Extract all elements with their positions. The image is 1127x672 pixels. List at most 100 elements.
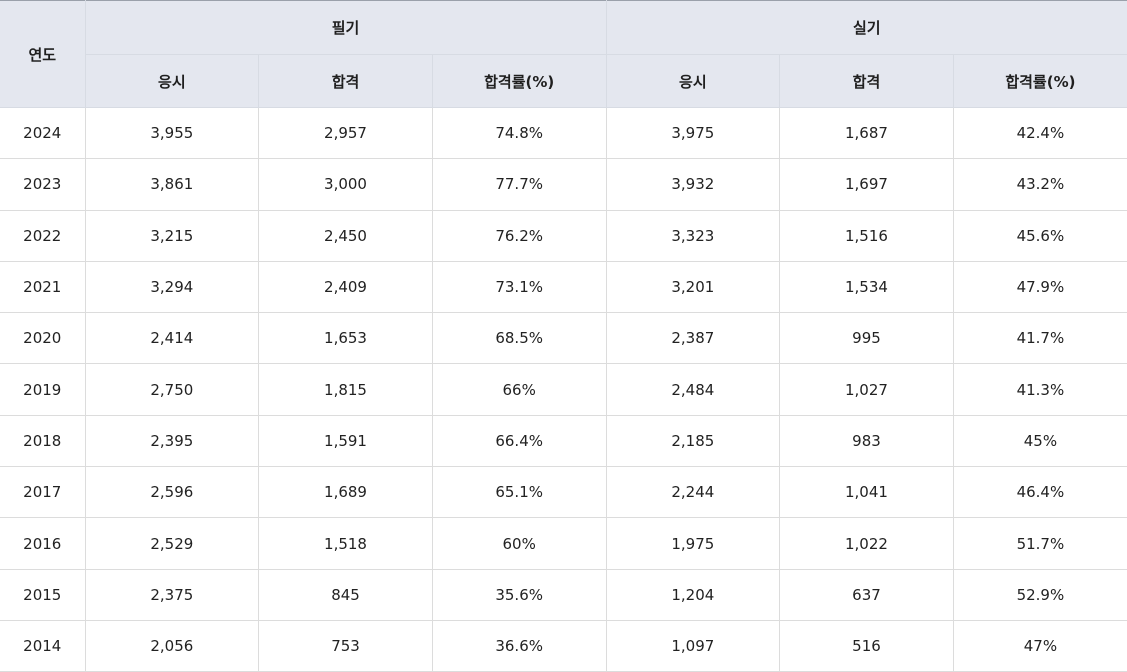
- cell-practical-rate: 46.4%: [953, 466, 1127, 519]
- cell-practical-passed: 983: [779, 415, 954, 468]
- cell-year: 2014: [0, 620, 86, 672]
- cell-practical-passed: 995: [779, 312, 954, 365]
- cell-practical-rate: 47%: [953, 620, 1127, 672]
- cell-written-passed: 1,815: [258, 363, 433, 416]
- table-header: 연도 필기 실기 응시 합격 합격률(%) 응시 합격 합격률(%): [0, 0, 1127, 108]
- cell-written-passed: 753: [258, 620, 433, 672]
- cell-year: 2022: [0, 210, 86, 262]
- table-row: 2015 2,375 845 35.6% 1,204 637 52.9%: [0, 569, 1127, 621]
- table-row: 2022 3,215 2,450 76.2% 3,323 1,516 45.6%: [0, 210, 1127, 262]
- table-row: 2021 3,294 2,409 73.1% 3,201 1,534 47.9%: [0, 261, 1127, 314]
- cell-year: 2021: [0, 261, 86, 314]
- header-written-passed: 합격: [258, 54, 433, 108]
- cell-written-rate: 60%: [432, 517, 607, 570]
- cell-written-passed: 845: [258, 569, 433, 621]
- cell-written-passed: 2,409: [258, 261, 433, 314]
- cell-practical-applied: 3,932: [606, 158, 781, 211]
- table-row: 2023 3,861 3,000 77.7% 3,932 1,697 43.2%: [0, 158, 1127, 211]
- cell-written-passed: 1,653: [258, 312, 433, 365]
- cell-practical-applied: 2,185: [606, 415, 781, 468]
- cell-practical-passed: 516: [779, 620, 954, 672]
- cell-written-passed: 3,000: [258, 158, 433, 211]
- cell-practical-applied: 1,975: [606, 517, 781, 570]
- cell-year: 2016: [0, 517, 86, 570]
- cell-practical-rate: 42.4%: [953, 107, 1127, 160]
- cell-practical-applied: 2,387: [606, 312, 781, 365]
- cell-year: 2015: [0, 569, 86, 621]
- table-row: 2019 2,750 1,815 66% 2,484 1,027 41.3%: [0, 363, 1127, 416]
- cell-written-rate: 68.5%: [432, 312, 607, 365]
- cell-practical-rate: 51.7%: [953, 517, 1127, 570]
- header-row-groups: 연도 필기 실기: [0, 0, 1127, 108]
- cell-written-rate: 77.7%: [432, 158, 607, 211]
- cell-practical-applied: 3,975: [606, 107, 781, 160]
- cell-year: 2018: [0, 415, 86, 468]
- table-row: 2014 2,056 753 36.6% 1,097 516 47%: [0, 620, 1127, 672]
- header-row-columns: 응시 합격 합격률(%) 응시 합격 합격률(%): [0, 54, 1127, 108]
- cell-written-applied: 2,529: [85, 517, 260, 570]
- cell-practical-applied: 2,484: [606, 363, 781, 416]
- cell-written-passed: 1,689: [258, 466, 433, 519]
- cell-written-applied: 2,414: [85, 312, 260, 365]
- header-written-group: 필기: [85, 0, 607, 55]
- cell-written-rate: 66%: [432, 363, 607, 416]
- cell-written-applied: 2,375: [85, 569, 260, 621]
- header-written-applied: 응시: [85, 54, 260, 108]
- cell-year: 2020: [0, 312, 86, 365]
- cell-written-applied: 2,395: [85, 415, 260, 468]
- cell-year: 2017: [0, 466, 86, 519]
- cell-written-rate: 76.2%: [432, 210, 607, 262]
- cell-written-applied: 3,861: [85, 158, 260, 211]
- table-row: 2017 2,596 1,689 65.1% 2,244 1,041 46.4%: [0, 466, 1127, 519]
- cell-written-passed: 2,957: [258, 107, 433, 160]
- table-row: 2018 2,395 1,591 66.4% 2,185 983 45%: [0, 415, 1127, 468]
- cell-practical-applied: 1,097: [606, 620, 781, 672]
- cell-written-applied: 2,056: [85, 620, 260, 672]
- header-written-rate: 합격률(%): [432, 54, 607, 108]
- cell-written-rate: 65.1%: [432, 466, 607, 519]
- cell-year: 2023: [0, 158, 86, 211]
- cell-written-rate: 35.6%: [432, 569, 607, 621]
- cell-practical-rate: 45%: [953, 415, 1127, 468]
- cell-written-rate: 66.4%: [432, 415, 607, 468]
- cell-year: 2019: [0, 363, 86, 416]
- cell-practical-rate: 43.2%: [953, 158, 1127, 211]
- header-practical-passed: 합격: [779, 54, 954, 108]
- cell-written-applied: 3,955: [85, 107, 260, 160]
- cell-practical-rate: 47.9%: [953, 261, 1127, 314]
- header-practical-applied: 응시: [606, 54, 781, 108]
- header-year: 연도: [0, 0, 86, 108]
- table-row: 2016 2,529 1,518 60% 1,975 1,022 51.7%: [0, 517, 1127, 570]
- header-practical-rate: 합격률(%): [953, 54, 1127, 108]
- cell-practical-rate: 45.6%: [953, 210, 1127, 262]
- cell-practical-passed: 1,516: [779, 210, 954, 262]
- cell-practical-rate: 41.3%: [953, 363, 1127, 416]
- cell-practical-rate: 41.7%: [953, 312, 1127, 365]
- table-row: 2020 2,414 1,653 68.5% 2,387 995 41.7%: [0, 312, 1127, 365]
- cell-written-applied: 3,215: [85, 210, 260, 262]
- cell-written-passed: 1,518: [258, 517, 433, 570]
- cell-practical-applied: 1,204: [606, 569, 781, 621]
- cell-written-rate: 74.8%: [432, 107, 607, 160]
- cell-written-passed: 1,591: [258, 415, 433, 468]
- header-practical-group: 실기: [606, 0, 1127, 55]
- cell-practical-passed: 1,027: [779, 363, 954, 416]
- cell-practical-passed: 1,022: [779, 517, 954, 570]
- table-body: 2024 3,955 2,957 74.8% 3,975 1,687 42.4%…: [0, 107, 1127, 672]
- cell-written-applied: 2,750: [85, 363, 260, 416]
- cell-practical-applied: 3,201: [606, 261, 781, 314]
- cell-written-passed: 2,450: [258, 210, 433, 262]
- table-row: 2024 3,955 2,957 74.8% 3,975 1,687 42.4%: [0, 107, 1127, 160]
- cell-practical-passed: 1,687: [779, 107, 954, 160]
- cell-practical-passed: 1,041: [779, 466, 954, 519]
- cell-written-applied: 3,294: [85, 261, 260, 314]
- cell-practical-rate: 52.9%: [953, 569, 1127, 621]
- cell-written-rate: 36.6%: [432, 620, 607, 672]
- cell-written-applied: 2,596: [85, 466, 260, 519]
- cell-practical-applied: 3,323: [606, 210, 781, 262]
- cell-practical-passed: 1,534: [779, 261, 954, 314]
- cell-practical-applied: 2,244: [606, 466, 781, 519]
- cell-practical-passed: 1,697: [779, 158, 954, 211]
- cell-year: 2024: [0, 107, 86, 160]
